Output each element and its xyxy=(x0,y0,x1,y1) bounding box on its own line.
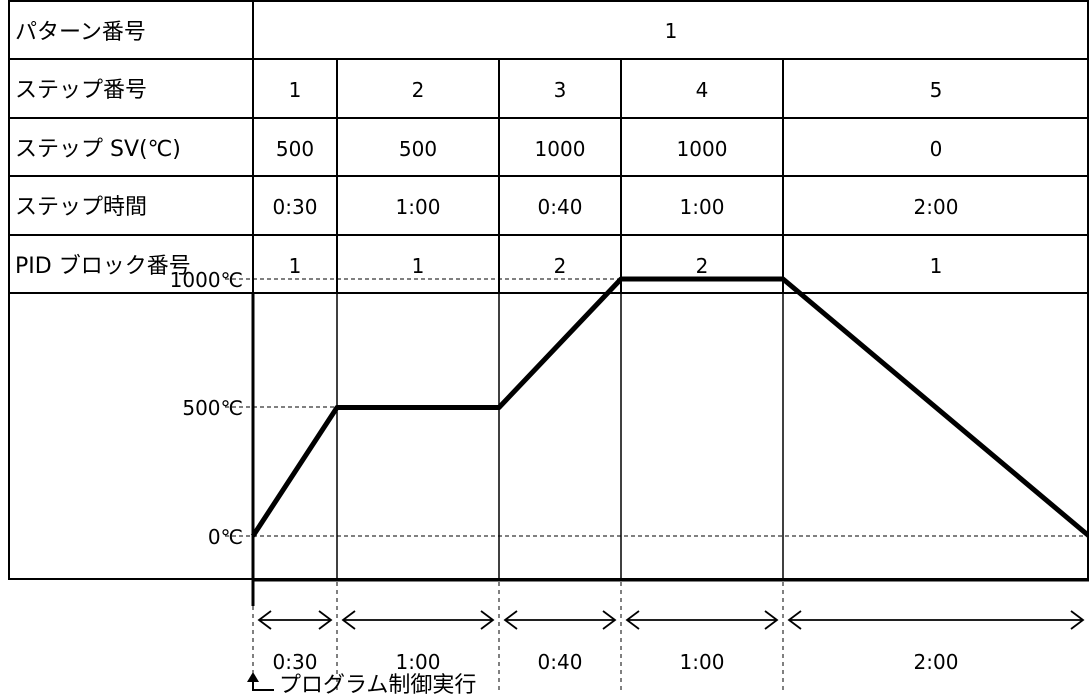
duration-label: 0:40 xyxy=(538,650,583,674)
step-number: 3 xyxy=(554,78,567,102)
start-bracket xyxy=(252,680,274,691)
program-start-label: プログラム制御実行 xyxy=(279,673,476,695)
duration-label: 1:00 xyxy=(396,650,441,674)
step-sv: 1000 xyxy=(677,137,728,161)
step-col-1: 1 500 0:30 1 xyxy=(273,78,318,278)
row-label-pid: PID ブロック番号 xyxy=(15,254,191,279)
step-pid: 2 xyxy=(554,254,567,278)
duration-arrow-4 xyxy=(625,610,779,630)
duration-label: 1:00 xyxy=(680,650,725,674)
y-tick-label-500: 500℃ xyxy=(182,396,243,420)
step-col-2: 2 500 1:00 1 xyxy=(396,78,441,278)
row-label-sv: ステップ SV(℃) xyxy=(15,137,181,162)
y-tick-label-1000: 1000℃ xyxy=(170,268,243,292)
row-label-time: ステップ時間 xyxy=(15,195,147,220)
y-tick-label-0: 0℃ xyxy=(208,525,243,549)
pattern-number-value: 1 xyxy=(665,19,678,43)
start-marker: プログラム制御実行 xyxy=(247,672,476,695)
step-time: 0:40 xyxy=(538,195,583,219)
step-pid: 1 xyxy=(289,254,302,278)
chart-frame xyxy=(251,293,1089,606)
duration-arrow-2 xyxy=(341,610,495,630)
step-number: 1 xyxy=(289,78,302,102)
duration-arrow-1 xyxy=(257,610,333,630)
up-arrow-icon xyxy=(247,672,259,682)
y-tick-labels: 1000℃ 500℃ 0℃ xyxy=(170,268,243,549)
step-sv: 500 xyxy=(399,137,437,161)
row-labels: パターン番号 ステップ番号 ステップ SV(℃) ステップ時間 PID ブロック… xyxy=(15,20,191,279)
step-time: 1:00 xyxy=(396,195,441,219)
program-line xyxy=(250,276,1089,538)
step-pid: 2 xyxy=(696,254,709,278)
step-col-4: 4 1000 1:00 2 xyxy=(677,78,728,278)
step-number: 2 xyxy=(412,78,425,102)
step-number: 4 xyxy=(696,78,709,102)
duration-arrows xyxy=(257,610,1085,630)
duration-label: 2:00 xyxy=(914,650,959,674)
step-time: 0:30 xyxy=(273,195,318,219)
step-pid: 1 xyxy=(412,254,425,278)
step-col-5: 5 0 2:00 1 xyxy=(914,78,959,278)
duration-label: 0:30 xyxy=(273,650,318,674)
step-pid: 1 xyxy=(930,254,943,278)
row-label-pattern: パターン番号 xyxy=(15,20,146,45)
step-sv: 500 xyxy=(276,137,314,161)
step-sv: 1000 xyxy=(535,137,586,161)
step-col-3: 3 1000 0:40 2 xyxy=(535,78,586,278)
duration-arrow-5 xyxy=(787,610,1085,630)
step-time: 1:00 xyxy=(680,195,725,219)
duration-arrow-3 xyxy=(503,610,617,630)
step-number: 5 xyxy=(930,78,943,102)
step-sv: 0 xyxy=(930,137,943,161)
row-label-step: ステップ番号 xyxy=(15,78,147,103)
duration-labels: 0:30 1:00 0:40 1:00 2:00 xyxy=(273,650,959,674)
step-time: 2:00 xyxy=(914,195,959,219)
